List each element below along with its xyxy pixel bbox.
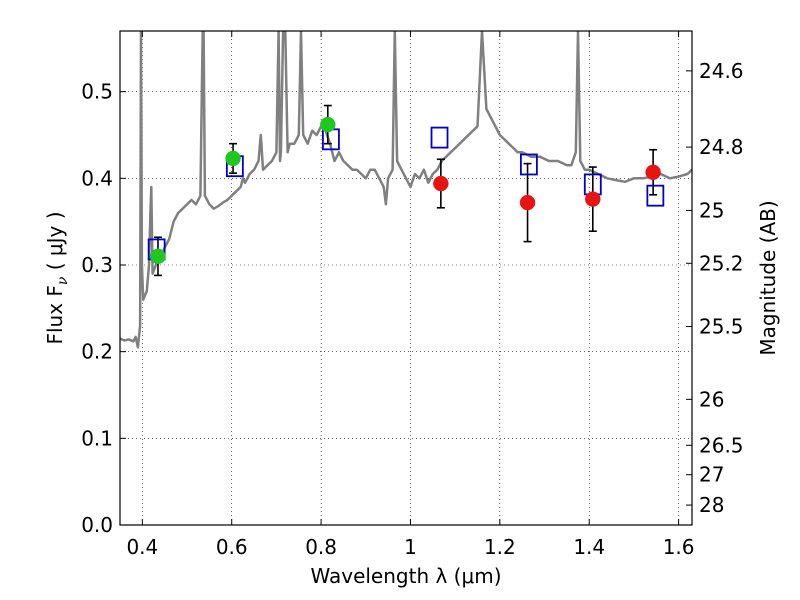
red-flux-point [433,175,449,192]
y-label-units: ( μJy ) [43,211,67,276]
y-tick-label: 0.1 [81,426,113,450]
x-tick-label: 1.6 [663,535,695,559]
x-tick-label: 1.4 [573,535,605,559]
magnitude-tick-label: 24.6 [699,59,744,83]
blue-square-marker [519,153,538,176]
y-axis-label-right: Magnitude (AB) [756,200,780,355]
green-flux-point [225,150,241,167]
x-axis-label: Wavelength λ (μm) [310,564,501,588]
y-tick-labels: 0.0 0.1 0.2 0.3 0.4 0.5 [81,80,113,537]
magnitude-tick-label: 26.5 [699,433,744,457]
magnitude-tick-label: 25 [699,198,724,222]
x-tick-label: 1 [404,535,417,559]
x-tick-label: 0.6 [216,535,248,559]
y-tick-label: 0.2 [81,340,113,364]
magnitude-tick-label: 28 [699,493,724,517]
x-tick-labels: 0.4 0.6 0.8 1 1.2 1.4 1.6 [126,535,694,559]
y-axis-label-left: Flux Fν ( μJy ) [43,211,71,344]
y-tick-label: 0.5 [81,80,113,104]
y-label-subscript: ν [55,276,71,285]
magnitude-tick-label: 25.2 [699,251,744,275]
x-tick-label: 0.4 [126,535,158,559]
red-flux-point [585,191,601,207]
green-flux-point [320,116,336,133]
grid [120,31,692,525]
y-tick-label: 0.0 [81,513,113,537]
x-tick-label: 0.8 [305,535,337,559]
plot-frame [119,30,693,526]
model-spectrum-line [120,31,692,349]
y-tick-label: 0.4 [81,166,113,190]
y-tick-label: 0.3 [81,253,113,277]
red-flux-point [519,194,536,211]
ticks [120,31,692,526]
model-spectrum-layer [120,31,692,349]
x-tick-label: 1.2 [484,535,516,559]
magnitude-tick-labels: 24.6 24.8 25 25.2 25.5 26 26.5 27 28 [699,59,744,517]
magnitude-tick-label: 25.5 [699,315,744,339]
blue-square-marker [430,126,449,149]
magnitude-tick-label: 26 [699,387,724,411]
y-label-prefix: Flux F [43,285,67,344]
magnitude-tick-label: 24.8 [699,135,744,159]
green-flux-point [150,248,166,265]
magnitude-tick-label: 27 [699,463,724,487]
red-flux-point [645,164,661,181]
flux-point-markers [150,116,661,265]
plot-area [120,31,692,525]
blue-square-marker [646,184,665,207]
